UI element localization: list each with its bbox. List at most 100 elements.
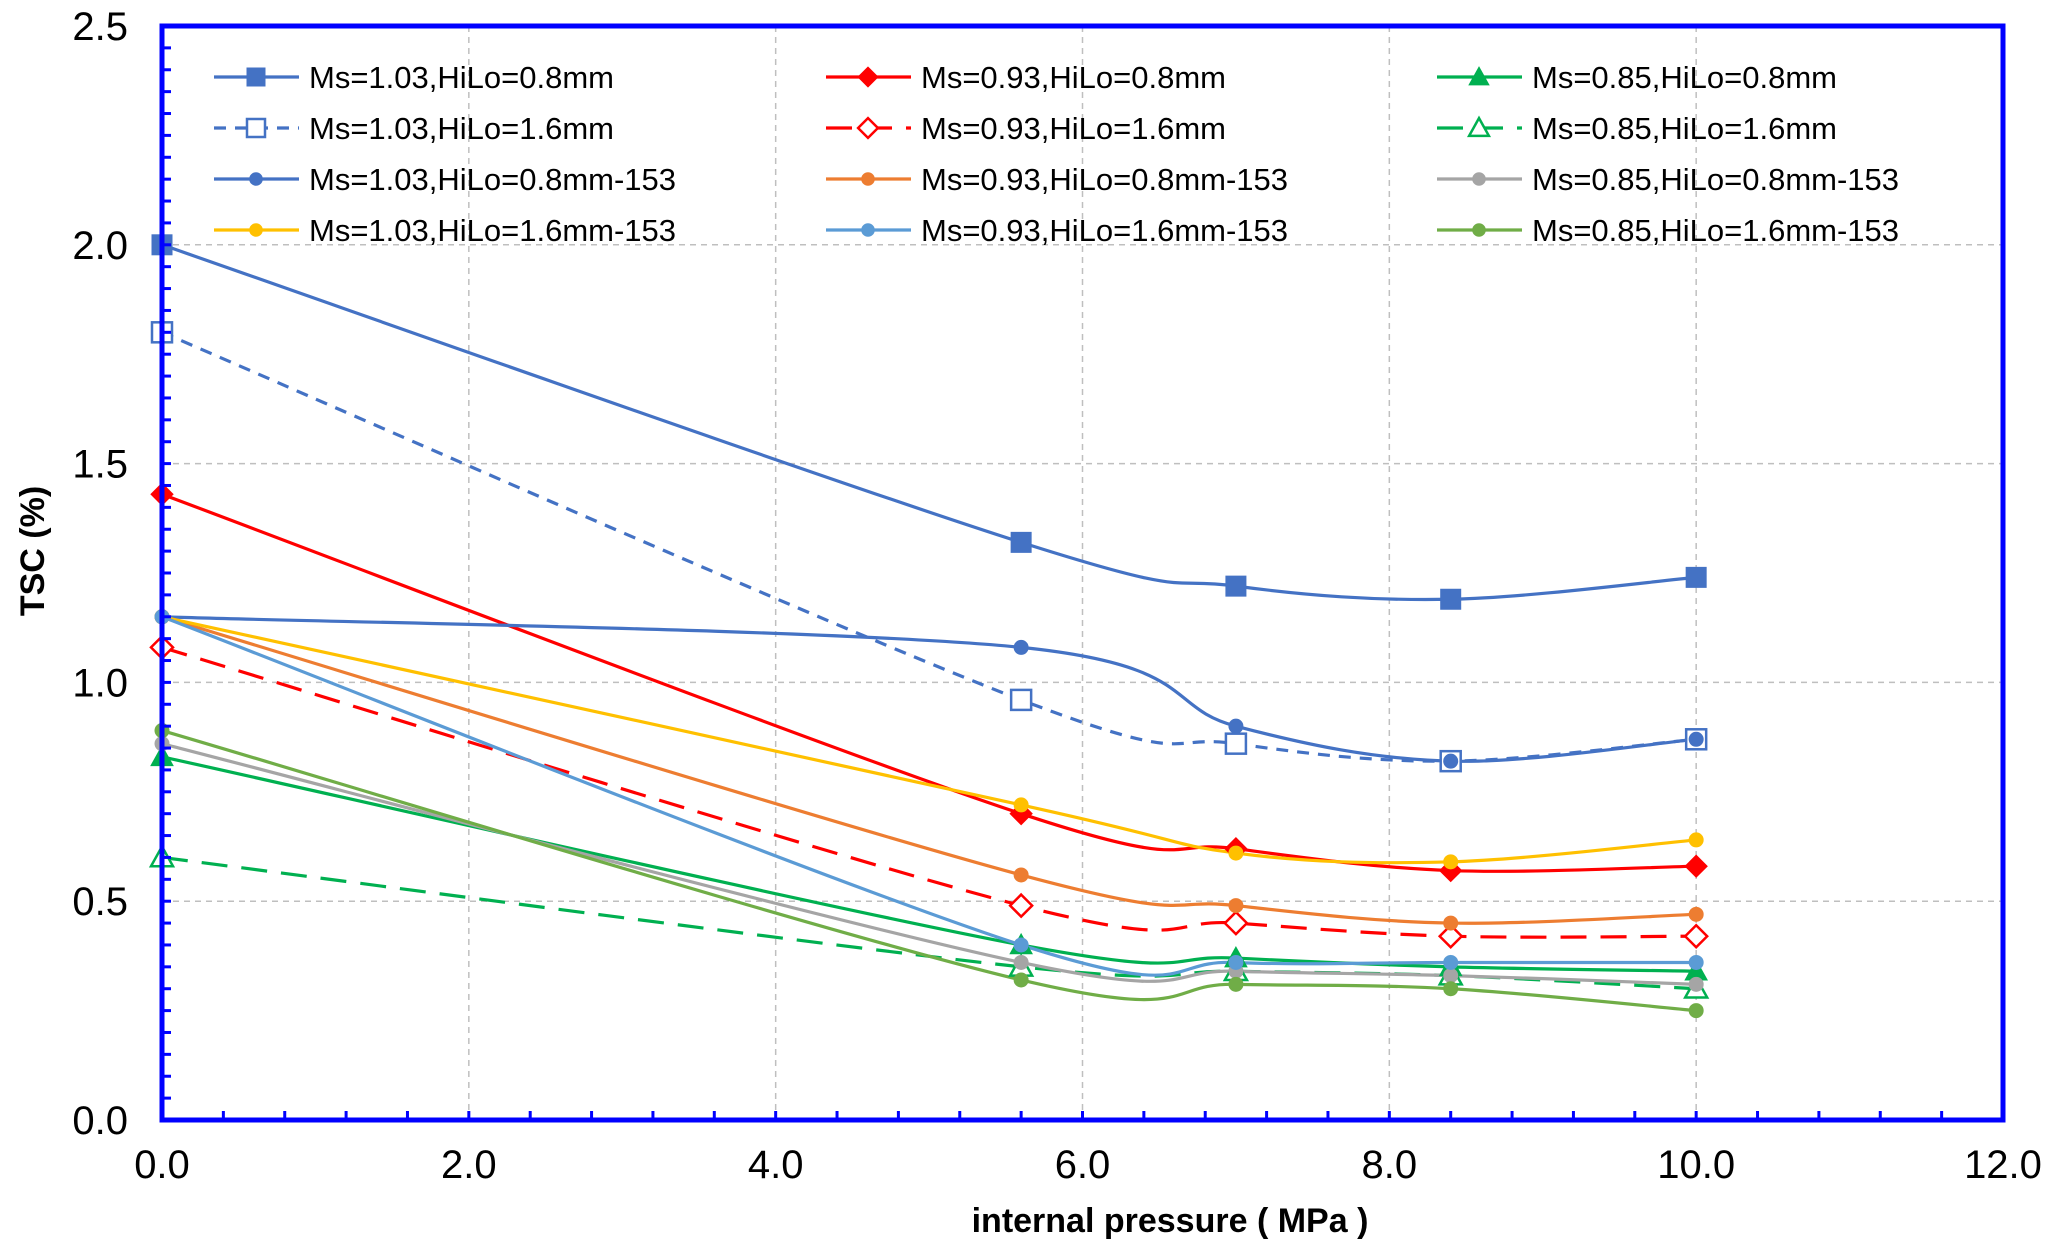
x-tick-label: 6.0: [1055, 1143, 1111, 1187]
legend-label: Ms=0.85,HiLo=0.8mm-153: [1532, 162, 1899, 197]
data-point-series-1: [1440, 588, 1462, 610]
y-tick-label: 2.0: [72, 224, 128, 268]
grid-lines: [162, 26, 2003, 1120]
legend-label: Ms=0.93,HiLo=0.8mm-153: [921, 162, 1288, 197]
plot-frame: [159, 23, 2006, 1123]
legend-swatch-marker: [246, 67, 266, 87]
legend-entry: Ms=1.03,HiLo=1.6mm-153: [214, 213, 676, 248]
data-point-series-9: [1443, 968, 1459, 984]
data-point-series-10: [1013, 797, 1029, 813]
legend-label: Ms=0.93,HiLo=1.6mm: [921, 111, 1226, 146]
legend-entry: Ms=0.85,HiLo=1.6mm-153: [1437, 213, 1899, 248]
legend-label: Ms=0.85,HiLo=1.6mm-153: [1532, 213, 1899, 248]
data-point-series-8: [1688, 906, 1704, 922]
data-point-series-10: [1443, 854, 1459, 870]
data-point-series-11: [1228, 954, 1244, 970]
plot-border: [159, 23, 2006, 1123]
legend-swatch-marker: [1468, 66, 1490, 86]
series-line-11: [161, 615, 1697, 977]
data-point-series-9: [1013, 954, 1029, 970]
legend-label: Ms=1.03,HiLo=0.8mm: [309, 60, 614, 95]
legend-label: Ms=1.03,HiLo=1.6mm: [309, 111, 614, 146]
data-point-series-10: [1688, 832, 1704, 848]
data-point-series-1: [1685, 566, 1707, 588]
data-point-series-11: [1443, 954, 1459, 970]
data-point-series-12: [1013, 972, 1029, 988]
legend-entry: Ms=1.03,HiLo=0.8mm-153: [214, 162, 676, 197]
data-point-series-5: [1683, 923, 1709, 949]
data-point-series-5: [1008, 892, 1034, 919]
data-point-series-10: [1228, 845, 1244, 861]
legend-label: Ms=0.93,HiLo=0.8mm: [921, 60, 1226, 95]
legend-entry: Ms=0.85,HiLo=1.6mm: [1437, 111, 1837, 146]
x-tick-label: 12.0: [1964, 1143, 2042, 1187]
series-line-12: [161, 728, 1697, 1013]
legend-swatch-marker: [861, 223, 875, 237]
series-line-2: [161, 492, 1697, 873]
legend-label: Ms=0.85,HiLo=0.8mm: [1532, 60, 1837, 95]
y-tick-label: 0.5: [72, 880, 128, 924]
data-point-series-4: [1224, 732, 1248, 755]
legend-entry: Ms=0.93,HiLo=0.8mm-153: [826, 162, 1288, 197]
data-point-series-5: [1437, 923, 1464, 949]
series-line-10: [161, 615, 1697, 865]
legend-label: Ms=0.93,HiLo=1.6mm-153: [921, 213, 1288, 248]
legend-entry: Ms=0.85,HiLo=0.8mm-153: [1437, 162, 1899, 197]
legend-swatch-marker: [1472, 172, 1486, 186]
data-point-series-4: [1009, 688, 1033, 712]
series-line-1: [161, 243, 1697, 602]
tick-labels: 0.0 2.0 4.0 6.0 8.0 10.0 12.0 0.0 0.5 1.0 1.5 2.0 2.…: [72, 5, 2042, 1187]
legend-swatch-marker: [1466, 115, 1492, 138]
data-point-series-12: [1228, 976, 1244, 992]
data-point-series-7: [1688, 731, 1704, 747]
x-tick-label: 0.0: [134, 1143, 190, 1187]
legend-swatch-marker: [245, 117, 267, 139]
data-point-series-2: [1684, 854, 1708, 878]
legend-label: Ms=0.85,HiLo=1.6mm: [1532, 111, 1837, 146]
series-layer: [161, 243, 1697, 1013]
legend-swatch-marker: [249, 223, 263, 237]
y-tick-label: 2.5: [72, 5, 128, 49]
data-point-series-11: [1013, 937, 1029, 953]
legend-swatch-marker: [249, 172, 263, 186]
legend: Ms=1.03,HiLo=0.8mm Ms=0.93,HiLo=0.8mm Ms=0…: [214, 60, 1899, 248]
legend-entry: Ms=1.03,HiLo=0.8mm: [214, 60, 614, 95]
legend-swatch-marker: [1472, 223, 1486, 237]
data-point-series-7: [1228, 718, 1244, 734]
data-point-series-12: [1443, 981, 1459, 997]
data-point-series-1: [1010, 531, 1032, 553]
data-point-series-7: [1443, 753, 1459, 769]
legend-entry: Ms=0.93,HiLo=1.6mm-153: [826, 213, 1288, 248]
series-line-7: [161, 615, 1697, 763]
data-point-series-8: [1013, 867, 1029, 883]
legend-swatch-marker: [856, 116, 880, 140]
y-tick-label: 1.5: [72, 443, 128, 487]
data-point-series-9: [1688, 976, 1704, 992]
x-tick-label: 2.0: [441, 1143, 497, 1187]
data-point-series-11: [1688, 954, 1704, 970]
legend-entry: Ms=0.93,HiLo=0.8mm: [826, 60, 1226, 95]
data-point-series-12: [1688, 1003, 1704, 1019]
x-tick-label: 10.0: [1657, 1143, 1735, 1187]
x-axis-title: internal pressure ( MPa ): [972, 1202, 1369, 1240]
data-point-series-8: [1228, 898, 1244, 914]
legend-label: Ms=1.03,HiLo=0.8mm-153: [309, 162, 676, 197]
data-point-series-7: [1013, 639, 1029, 655]
legend-label: Ms=1.03,HiLo=1.6mm-153: [309, 213, 676, 248]
data-point-series-8: [1443, 915, 1459, 931]
legend-entry: Ms=1.03,HiLo=1.6mm: [214, 111, 614, 146]
legend-entry: Ms=0.85,HiLo=0.8mm: [1437, 60, 1837, 95]
x-tick-label: 4.0: [748, 1143, 804, 1187]
x-tick-label: 8.0: [1362, 1143, 1418, 1187]
legend-swatch-marker: [857, 66, 879, 88]
data-point-series-5: [1223, 910, 1249, 936]
y-tick-label: 1.0: [72, 661, 128, 705]
y-axis-title: TSC (%): [14, 486, 52, 616]
data-point-series-1: [1225, 575, 1247, 597]
legend-swatch-marker: [861, 172, 875, 186]
y-tick-label: 0.0: [72, 1099, 128, 1143]
legend-entry: Ms=0.93,HiLo=1.6mm: [826, 111, 1226, 146]
series-line-8: [161, 615, 1697, 925]
